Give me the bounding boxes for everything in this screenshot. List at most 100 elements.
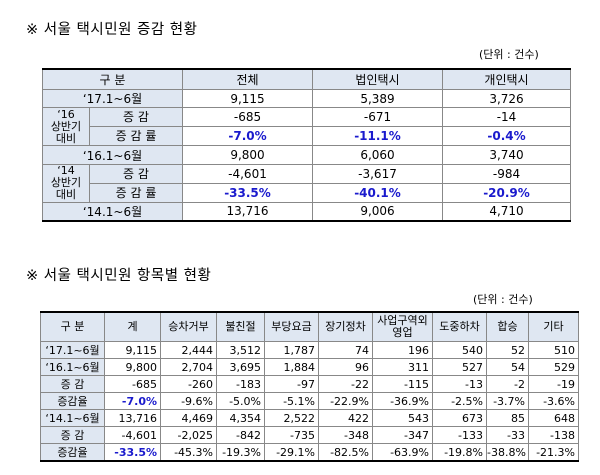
header-refusal: 승차거부 xyxy=(160,311,217,342)
row-label: ‘14.1~6월 xyxy=(40,409,105,427)
table-row: -7.0% -11.1% -0.4% xyxy=(43,126,571,147)
header-other: 기타 xyxy=(528,311,579,342)
cell-total: -7.0% xyxy=(182,126,313,147)
table-row: 증감율 -33.5% -45.3% -19.3% -29.1% -82.5% -63.9% -… xyxy=(40,443,579,462)
row-label: ‘17.1~6월 xyxy=(40,341,105,359)
complaints-by-category-table: 구 분 계 승차거부 불친절 부당요금 장기정차 사업구역외 영업 도중하차 합승 기타 ‘17.… xyxy=(40,311,579,462)
cell-total: -4,601 xyxy=(104,426,161,444)
cell-total: 9,800 xyxy=(182,145,313,165)
cell-other: -19 xyxy=(528,375,579,393)
header-private: 개인택시 xyxy=(442,68,571,90)
cell-refusal: 2,704 xyxy=(160,358,217,376)
cell-long-stop: -348 xyxy=(318,426,373,444)
header-out-of-zone: 사업구역외 영업 xyxy=(372,311,433,342)
cell-out-of-zone: -63.9% xyxy=(372,443,433,462)
cell-private: 3,740 xyxy=(442,145,571,165)
cell-midway-drop: -133 xyxy=(432,426,487,444)
cell-corporate: -671 xyxy=(312,107,443,128)
row-label: ‘16.1~6월 xyxy=(42,145,183,165)
cell-midway-drop: 527 xyxy=(432,358,487,376)
cell-out-of-zone: -36.9% xyxy=(372,392,433,410)
group-16-rate-label: 증 감 률 xyxy=(115,129,157,144)
row-label: 증감율 xyxy=(40,443,105,462)
cell-out-of-zone: 311 xyxy=(372,358,433,376)
cell-total: 9,115 xyxy=(104,341,161,359)
cell-total: -33.5% xyxy=(182,182,313,203)
cell-private: -0.4% xyxy=(442,126,571,147)
cell-unkindness: 3,512 xyxy=(216,341,265,359)
cell-other: -21.3% xyxy=(528,443,579,462)
cell-refusal: -9.6% xyxy=(160,392,217,410)
cell-total: -685 xyxy=(104,375,161,393)
cell-other: 648 xyxy=(528,409,579,427)
group-16-change-label: 증 감 xyxy=(90,109,182,128)
group-14-half: 상반기 xyxy=(50,176,82,190)
row-label: 증감율 xyxy=(40,392,105,410)
header-shared-ride: 합승 xyxy=(486,311,529,342)
cell-total: 13,716 xyxy=(182,201,313,223)
header-total: 전체 xyxy=(182,68,313,90)
header-category: 구 분 xyxy=(40,311,105,342)
table-row: ‘14 상반기 대비 증 감 증 감 률 -4,601 -3,617 -984 xyxy=(42,163,571,203)
cell-overcharge: -97 xyxy=(264,375,319,393)
cell-other: -138 xyxy=(528,426,579,444)
cell-private: -984 xyxy=(442,163,571,184)
table-row: ‘17.1~6월 9,115 2,444 3,512 1,787 74 196 540 52 51… xyxy=(40,341,579,359)
group-16-label: ‘16 상반기 대비 증 감 증 감 률 xyxy=(42,107,183,147)
cell-private: 3,726 xyxy=(442,88,571,109)
row-label: ‘16.1~6월 xyxy=(40,358,105,376)
group-16-year: ‘16 xyxy=(57,107,75,121)
cell-overcharge: 1,787 xyxy=(264,341,319,359)
cell-total: 9,800 xyxy=(104,358,161,376)
header-category: 구 분 xyxy=(42,68,183,90)
cell-shared-ride: 52 xyxy=(486,341,529,359)
table-row: 증감율 -7.0% -9.6% -5.0% -5.1% -22.9% -36.9% -2.5%… xyxy=(40,392,579,410)
header-midway-drop: 도중하차 xyxy=(432,311,487,342)
header-unkindness: 불친절 xyxy=(216,311,265,342)
cell-other: -3.6% xyxy=(528,392,579,410)
row-label: ‘14.1~6월 xyxy=(42,201,183,223)
cell-refusal: -260 xyxy=(160,375,217,393)
section2-unit: (단위 : 건수) xyxy=(473,293,533,306)
section2-title: ※ 서울 택시민원 항목별 현황 xyxy=(26,268,212,284)
cell-out-of-zone: -347 xyxy=(372,426,433,444)
cell-out-of-zone: 196 xyxy=(372,341,433,359)
table-row: 증 감 -4,601 -2,025 -842 -735 -348 -347 -133 -33 -1… xyxy=(40,426,579,444)
table-row: ‘17.1~6월 9,115 5,389 3,726 xyxy=(42,88,571,109)
table-row: ‘14.1~6월 13,716 4,469 4,354 2,522 422 543 673 85… xyxy=(40,409,579,427)
cell-private: 4,710 xyxy=(442,201,571,223)
row-label: 증 감 xyxy=(40,375,105,393)
cell-midway-drop: -2.5% xyxy=(432,392,487,410)
cell-overcharge: -29.1% xyxy=(264,443,319,462)
cell-long-stop: 96 xyxy=(318,358,373,376)
cell-shared-ride: -38.8% xyxy=(486,443,529,462)
table-row: ‘14.1~6월 13,716 9,006 4,710 xyxy=(42,201,571,223)
table-row: -33.5% -40.1% -20.9% xyxy=(43,182,571,203)
cell-refusal: 2,444 xyxy=(160,341,217,359)
cell-refusal: 4,469 xyxy=(160,409,217,427)
cell-refusal: -2,025 xyxy=(160,426,217,444)
complaints-change-table: 구 분 전체 법인택시 개인택시 ‘17.1~6월 9,115 5,389 3,… xyxy=(42,68,571,223)
cell-unkindness: -183 xyxy=(216,375,265,393)
cell-overcharge: -735 xyxy=(264,426,319,444)
cell-private: -14 xyxy=(442,107,571,128)
cell-out-of-zone: -115 xyxy=(372,375,433,393)
cell-total: -685 xyxy=(182,107,313,128)
group-16-compare: 대비 xyxy=(55,131,77,145)
cell-unkindness: 4,354 xyxy=(216,409,265,427)
cell-long-stop: -22 xyxy=(318,375,373,393)
header-corporate: 법인택시 xyxy=(312,68,443,90)
group-14-year: ‘14 xyxy=(57,164,75,178)
row-label: 증 감 xyxy=(40,426,105,444)
cell-other: 529 xyxy=(528,358,579,376)
cell-private: -20.9% xyxy=(442,182,571,203)
cell-corporate: -3,617 xyxy=(312,163,443,184)
cell-total: 13,716 xyxy=(104,409,161,427)
cell-shared-ride: -3.7% xyxy=(486,392,529,410)
table-row: ‘16 상반기 대비 증 감 증 감 률 -685 -671 -14 xyxy=(42,107,571,147)
cell-unkindness: -19.3% xyxy=(216,443,265,462)
cell-corporate: 5,389 xyxy=(312,88,443,109)
cell-midway-drop: -19.8% xyxy=(432,443,487,462)
table-row: ‘16.1~6월 9,800 2,704 3,695 1,884 96 311 527 54 52… xyxy=(40,358,579,376)
cell-unkindness: -842 xyxy=(216,426,265,444)
